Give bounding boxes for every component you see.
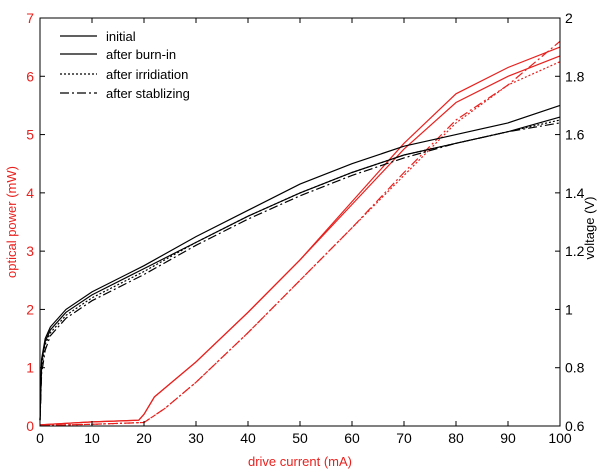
x-tick-label-80: 80 bbox=[448, 430, 464, 446]
ticks-layer: 0 10 20 30 40 50 60 70 80 90 100 0 1 2 3 4 5 6 7 0.6 0.8 1 1.2… bbox=[26, 10, 584, 446]
y-right-axis-title: voltage (V) bbox=[582, 197, 597, 260]
y-left-tick-label-1: 1 bbox=[26, 360, 34, 376]
legend-label-after-irridiation: after irridiation bbox=[106, 67, 188, 82]
y-right-tick-label-0.6: 0.6 bbox=[565, 418, 585, 434]
y-left-tick-label-6: 6 bbox=[26, 68, 34, 84]
x-tick-label-90: 90 bbox=[500, 430, 516, 446]
y-right-tick-label-1.4: 1.4 bbox=[565, 185, 585, 201]
plot-area bbox=[40, 18, 560, 426]
y-right-tick-label-1.2: 1.2 bbox=[565, 243, 585, 259]
x-axis-title: drive current (mA) bbox=[248, 454, 352, 469]
x-tick-label-0: 0 bbox=[36, 430, 44, 446]
y-right-tick-label-1: 1 bbox=[565, 301, 573, 317]
y-right-tick-label-2: 2 bbox=[565, 10, 573, 26]
x-tick-label-40: 40 bbox=[240, 430, 256, 446]
legend: initial after burn-in after irridiation … bbox=[60, 29, 190, 101]
y-left-tick-label-2: 2 bbox=[26, 301, 34, 317]
voltage-series-line-4 bbox=[39, 104, 561, 421]
y-right-tick-label-0.8: 0.8 bbox=[565, 360, 585, 376]
power-series-line-1 bbox=[39, 55, 561, 426]
x-tick-label-10: 10 bbox=[84, 430, 100, 446]
x-tick-label-70: 70 bbox=[396, 430, 412, 446]
series-layer bbox=[39, 40, 561, 426]
y-left-tick-label-0: 0 bbox=[26, 418, 34, 434]
x-tick-label-60: 60 bbox=[344, 430, 360, 446]
legend-label-after-burn-in: after burn-in bbox=[106, 47, 176, 62]
y-left-tick-label-5: 5 bbox=[26, 127, 34, 143]
y-left-tick-label-4: 4 bbox=[26, 185, 34, 201]
voltage-series-line-7 bbox=[39, 122, 561, 421]
y-left-axis-title: optical power (mW) bbox=[4, 166, 19, 278]
legend-label-after-stablizing: after stablizing bbox=[106, 86, 190, 101]
y-left-tick-label-3: 3 bbox=[26, 243, 34, 259]
y-right-tick-label-1.8: 1.8 bbox=[565, 68, 585, 84]
power-series-line-3 bbox=[39, 40, 561, 426]
x-tick-label-50: 50 bbox=[292, 430, 308, 446]
voltage-series-line-6 bbox=[39, 119, 561, 421]
x-tick-label-100: 100 bbox=[548, 430, 572, 446]
y-right-tick-label-1.6: 1.6 bbox=[565, 127, 585, 143]
x-tick-label-20: 20 bbox=[136, 430, 152, 446]
legend-label-initial: initial bbox=[106, 29, 136, 44]
x-tick-label-30: 30 bbox=[188, 430, 204, 446]
y-left-tick-label-7: 7 bbox=[26, 10, 34, 26]
